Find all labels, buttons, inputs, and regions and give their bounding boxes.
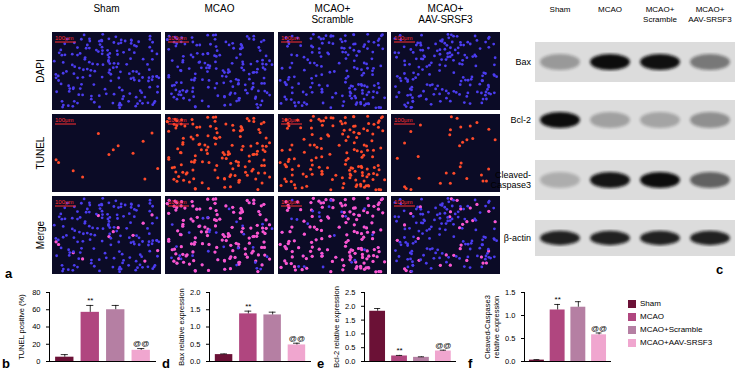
- svg-text:2.5: 2.5: [345, 288, 355, 297]
- svg-text:**: **: [396, 346, 402, 355]
- svg-text:100μm: 100μm: [281, 35, 299, 41]
- svg-text:100μm: 100μm: [394, 199, 412, 205]
- html-text:Sham: Sham: [640, 299, 661, 308]
- svg-text:0.5: 0.5: [345, 343, 355, 352]
- svg-text:100μm: 100μm: [281, 117, 299, 123]
- svg-text:β-actin: β-actin: [504, 233, 531, 243]
- svg-text:@@: @@: [289, 334, 305, 343]
- svg-text:100μm: 100μm: [168, 117, 186, 123]
- html-text:Cleaved-Caspase3: Cleaved-Caspase3: [482, 294, 492, 359]
- svg-text:TUNEL: TUNEL: [35, 136, 46, 169]
- svg-text:MCAO: MCAO: [598, 5, 622, 14]
- svg-text:Sham: Sham: [550, 5, 571, 14]
- svg-text:MCAO+Scramble: MCAO+Scramble: [643, 5, 677, 24]
- svg-text:@@: @@: [435, 341, 451, 350]
- svg-text:100μm: 100μm: [55, 199, 73, 205]
- svg-text:40: 40: [32, 322, 40, 331]
- svg-text:100μm: 100μm: [55, 117, 73, 123]
- svg-text:1.0: 1.0: [505, 311, 515, 320]
- svg-text:100μm: 100μm: [394, 117, 412, 123]
- svg-text:**: **: [245, 302, 251, 311]
- svg-text:0.5: 0.5: [505, 334, 515, 343]
- svg-text:1.0: 1.0: [190, 322, 200, 331]
- html-text:MCAO: MCAO: [640, 312, 664, 321]
- svg-text:60: 60: [32, 305, 40, 314]
- svg-text:0.0: 0.0: [190, 357, 200, 365]
- svg-text:0.0: 0.0: [345, 357, 355, 365]
- svg-text:0.5: 0.5: [190, 340, 200, 349]
- svg-text:100μm: 100μm: [394, 35, 412, 41]
- html-text:relative expression: relative expression: [491, 295, 501, 358]
- svg-text:20: 20: [32, 340, 40, 349]
- svg-text:DAPI: DAPI: [35, 59, 46, 82]
- svg-text:80: 80: [32, 288, 40, 297]
- html-text:MCAO+AAV-SRSF3: MCAO+AAV-SRSF3: [640, 338, 713, 347]
- svg-text:MCAO+AAV-SRSF3: MCAO+AAV-SRSF3: [688, 5, 732, 24]
- svg-text:Bax: Bax: [515, 57, 531, 67]
- svg-text:MCAO: MCAO: [205, 3, 235, 14]
- svg-text:100μm: 100μm: [168, 35, 186, 41]
- svg-text:MCAO+AAV-SRSF3: MCAO+AAV-SRSF3: [418, 3, 473, 25]
- svg-text:1.5: 1.5: [505, 288, 515, 297]
- svg-text:**: **: [87, 296, 93, 305]
- html-text:a: a: [5, 266, 13, 281]
- svg-text:Sham: Sham: [93, 3, 119, 14]
- svg-text:Cleaved-Caspase3: Cleaved-Caspase3: [490, 170, 531, 190]
- svg-text:100μm: 100μm: [55, 35, 73, 41]
- svg-text:1.5: 1.5: [190, 305, 200, 314]
- svg-text:0.0: 0.0: [505, 357, 515, 365]
- html-text:Bcl-2 relative expression: Bcl-2 relative expression: [331, 285, 341, 368]
- html-text:b: b: [2, 356, 10, 371]
- svg-text:1.5: 1.5: [345, 316, 355, 325]
- html-text:TUNEL positive (%): TUNEL positive (%): [16, 293, 26, 360]
- svg-text:100μm: 100μm: [281, 199, 299, 205]
- svg-text:MCAO+Scramble: MCAO+Scramble: [311, 3, 354, 25]
- html-text:Bax relative expression: Bax relative expression: [176, 287, 186, 366]
- svg-text:Merge: Merge: [35, 220, 46, 249]
- svg-text:0: 0: [36, 357, 40, 365]
- html-text:c: c: [716, 262, 724, 277]
- svg-text:@@: @@: [133, 339, 149, 348]
- svg-text:**: **: [555, 295, 561, 304]
- svg-text:2.0: 2.0: [345, 302, 355, 311]
- html-text:e: e: [317, 356, 325, 371]
- html-text:f: f: [468, 356, 473, 371]
- html-text:MCAO+Scramble: MCAO+Scramble: [640, 325, 703, 334]
- svg-text:Bcl-2: Bcl-2: [510, 115, 531, 125]
- svg-text:100μm: 100μm: [168, 199, 186, 205]
- svg-text:1.0: 1.0: [345, 329, 355, 338]
- svg-text:2.0: 2.0: [190, 288, 200, 297]
- svg-text:@@: @@: [591, 324, 607, 333]
- html-text:d: d: [162, 356, 170, 371]
